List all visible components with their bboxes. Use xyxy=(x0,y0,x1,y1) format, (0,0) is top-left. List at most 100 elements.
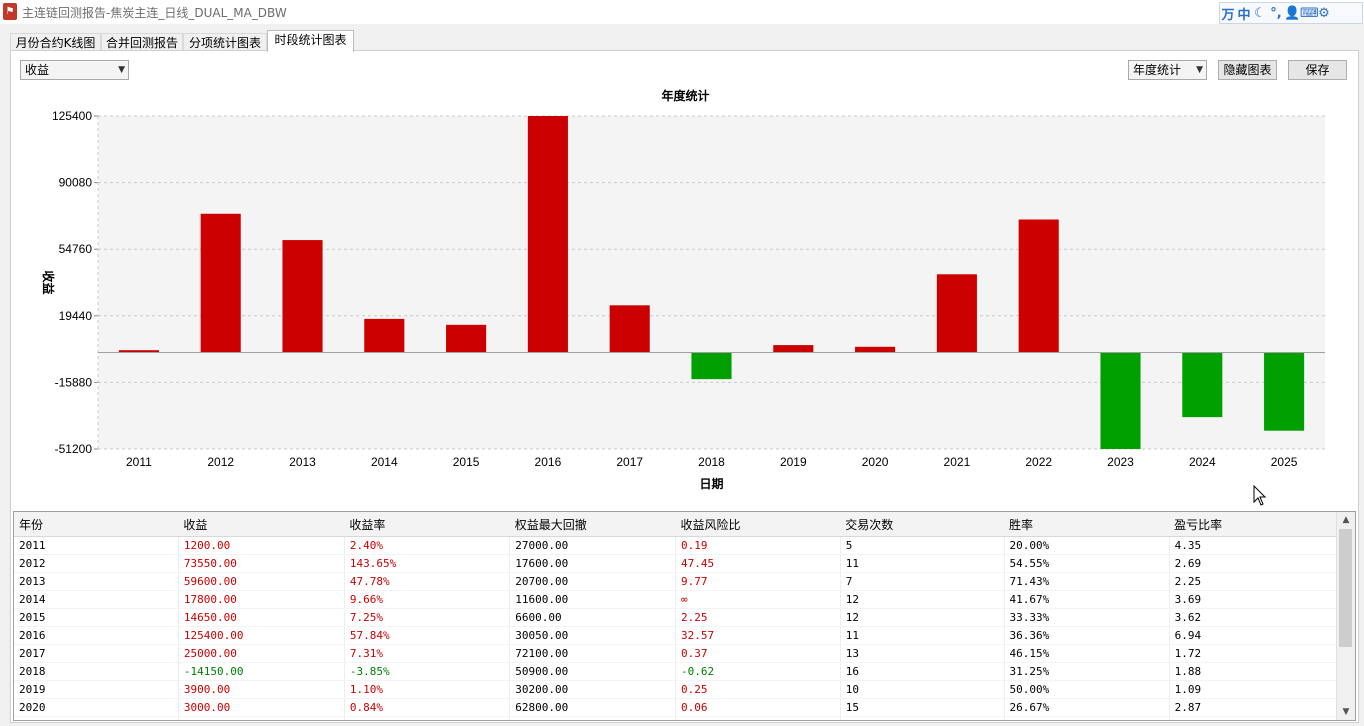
chevron-down-icon: ▼ xyxy=(118,65,125,75)
table-cell: 0.37 xyxy=(675,644,841,663)
x-tick-label: 2021 xyxy=(944,455,971,469)
table-cell: 27000.00 xyxy=(509,536,676,555)
ime-zhong-icon[interactable]: 中 xyxy=(1237,7,1251,23)
y-tick-label: 19440 xyxy=(59,309,93,323)
table-cell: 125400.00 xyxy=(178,626,345,645)
table-cell: 3900.00 xyxy=(178,680,345,699)
app-icon: ⚑ xyxy=(3,3,17,20)
period-select[interactable]: 年度统计 ▼ xyxy=(1128,60,1207,80)
period-select-value: 年度统计 xyxy=(1133,63,1182,77)
table-cell: 2.45 xyxy=(675,716,841,720)
window-title: 主连链回测报告-焦炭主连_日线_DUAL_MA_DBW xyxy=(22,6,287,20)
table-cell: 2020 xyxy=(14,698,179,717)
x-tick-label: 2018 xyxy=(698,455,725,469)
ime-settings-icon[interactable]: ⚙ xyxy=(1318,5,1330,21)
bar-2015 xyxy=(446,324,487,353)
table-cell: -0.62 xyxy=(675,662,841,681)
ime-punct-icon[interactable]: °, xyxy=(1270,5,1282,21)
hide-chart-button[interactable]: 隐藏图表 xyxy=(1218,60,1277,80)
tab-monthly-kline[interactable]: 月份合约K线图 xyxy=(10,33,101,51)
table-cell: 41.67% xyxy=(1004,590,1170,609)
scroll-thumb[interactable] xyxy=(1339,529,1352,647)
table-cell: 0.84% xyxy=(344,698,511,717)
table-row[interactable]: 2018 -14150.00 -3.85% 50900.00 -0.62 16 31.25%… xyxy=(14,662,1338,681)
x-tick-label: 2025 xyxy=(1271,455,1298,469)
table-row[interactable]: 2013 59600.00 47.78% 20700.00 9.77 7 71.43% 2.2… xyxy=(14,572,1338,591)
table-cell: 6600.00 xyxy=(509,608,676,627)
bar-2017 xyxy=(609,305,650,353)
y-tick-label: 125400 xyxy=(52,109,92,123)
table-cell: 57.84% xyxy=(344,626,511,645)
stats-table[interactable]: 年份 收益 收益率 权益最大回撤 收益风险比 交易次数 胜率 盈亏比率 2011 1200.00… xyxy=(13,511,1356,721)
column-header[interactable]: 胜率 xyxy=(1004,512,1170,537)
scroll-up-icon[interactable]: ▲ xyxy=(1342,515,1350,525)
table-cell: 7.31% xyxy=(344,644,511,663)
table-cell: 2014 xyxy=(14,590,179,609)
column-header[interactable]: 收益率 xyxy=(344,512,510,537)
stats-grid: 年份 收益 收益率 权益最大回撤 收益风险比 交易次数 胜率 盈亏比率 2011 1200.00… xyxy=(14,512,1338,720)
metric-select[interactable]: 收益 ▼ xyxy=(20,60,129,80)
ime-user-icon[interactable]: 👤 xyxy=(1284,5,1301,21)
table-row[interactable]: 2016 125400.00 57.84% 30050.00 32.57 11 36.36%… xyxy=(14,626,1338,645)
x-tick-label: 2014 xyxy=(371,455,398,469)
table-row[interactable]: 2014 17800.00 9.66% 11600.00 ∞ 12 41.67% 3.69 xyxy=(14,590,1338,609)
bar-2021 xyxy=(936,274,977,353)
table-cell: 36.36% xyxy=(1004,626,1170,645)
ime-toolbar[interactable]: 万 中 ☾ °, 👤 ⌨ ⚙ xyxy=(1219,2,1363,24)
mouse-cursor-icon xyxy=(1253,485,1267,506)
table-cell: 2.69 xyxy=(1169,554,1338,573)
bar-2016 xyxy=(527,116,568,353)
chart-title: 年度统计 xyxy=(661,89,710,103)
column-header[interactable]: 交易次数 xyxy=(840,512,1005,537)
table-cell: 26.67% xyxy=(1004,698,1170,717)
table-cell: 11.52% xyxy=(344,716,511,720)
table-cell: 9.66% xyxy=(344,590,511,609)
scroll-down-icon[interactable]: ▼ xyxy=(1342,707,1350,717)
table-cell: 2012 xyxy=(14,554,179,573)
ime-moon-icon[interactable]: ☾ xyxy=(1254,5,1266,21)
table-cell: 13 xyxy=(840,644,1005,663)
bar-2014 xyxy=(364,318,405,353)
x-tick-label: 2015 xyxy=(453,455,480,469)
table-row[interactable]: 2020 3000.00 0.84% 62800.00 0.06 15 26.67% 2.87 xyxy=(14,698,1338,717)
column-header[interactable]: 收益风险比 xyxy=(675,512,841,537)
table-row[interactable]: 2012 73550.00 143.65% 17600.00 47.45 11 54.55%… xyxy=(14,554,1338,573)
table-cell: 3.69 xyxy=(1169,590,1338,609)
table-cell: 12 xyxy=(840,608,1005,627)
table-row[interactable]: 2011 1200.00 2.40% 27000.00 0.19 5 20.00% 4.35 xyxy=(14,536,1338,555)
table-row[interactable]: 2017 25000.00 7.31% 72100.00 0.37 13 46.15% 1.7… xyxy=(14,644,1338,663)
table-cell: 47.45 xyxy=(675,554,841,573)
report-panel: 收益 ▼ 年度统计 ▼ 隐藏图表 保存 年度统计 125400 90080 5476… xyxy=(10,50,1359,723)
save-button[interactable]: 保存 xyxy=(1288,60,1347,80)
ime-wan-icon[interactable]: 万 xyxy=(1221,7,1235,23)
column-header[interactable]: 盈亏比率 xyxy=(1169,512,1337,537)
y-tick-label: 54760 xyxy=(59,242,93,256)
column-header[interactable]: 权益最大回撤 xyxy=(509,512,676,537)
table-cell: 0.25 xyxy=(675,680,841,699)
table-cell: 2.25 xyxy=(675,608,841,627)
table-row[interactable]: 202141450.0011.52%97300.002.451258.33%1.… xyxy=(14,716,1338,720)
bar-2011 xyxy=(118,350,159,353)
table-cell: 17800.00 xyxy=(178,590,345,609)
table-cell: 30050.00 xyxy=(509,626,676,645)
x-tick-label: 2023 xyxy=(1107,455,1134,469)
table-header-row: 年份 收益 收益率 权益最大回撤 收益风险比 交易次数 胜率 盈亏比率 xyxy=(14,512,1337,537)
table-cell: 2017 xyxy=(14,644,179,663)
table-cell: 32.57 xyxy=(675,626,841,645)
ime-keyboard-icon[interactable]: ⌨ xyxy=(1300,5,1319,21)
table-row[interactable]: 2019 3900.00 1.10% 30200.00 0.25 10 50.00% 1.09 xyxy=(14,680,1338,699)
column-header[interactable]: 收益 xyxy=(178,512,345,537)
x-tick-label: 2022 xyxy=(1025,455,1052,469)
tab-item-charts[interactable]: 分项统计图表 xyxy=(183,33,267,51)
x-tick-label: 2012 xyxy=(207,455,234,469)
table-cell: 62800.00 xyxy=(509,698,676,717)
table-cell: 59600.00 xyxy=(178,572,345,591)
table-cell: 15 xyxy=(840,698,1005,717)
column-header[interactable]: 年份 xyxy=(14,512,179,537)
table-row[interactable]: 2015 14650.00 7.25% 6600.00 2.25 12 33.33% 3.62 xyxy=(14,608,1338,627)
tab-merged-report[interactable]: 合并回测报告 xyxy=(101,33,183,51)
x-axis-label: 日期 xyxy=(699,476,723,491)
table-cell: 1.10% xyxy=(344,680,511,699)
vertical-scrollbar[interactable]: ▲ ▼ xyxy=(1336,512,1355,720)
tab-period-charts[interactable]: 时段统计图表 xyxy=(267,30,354,52)
